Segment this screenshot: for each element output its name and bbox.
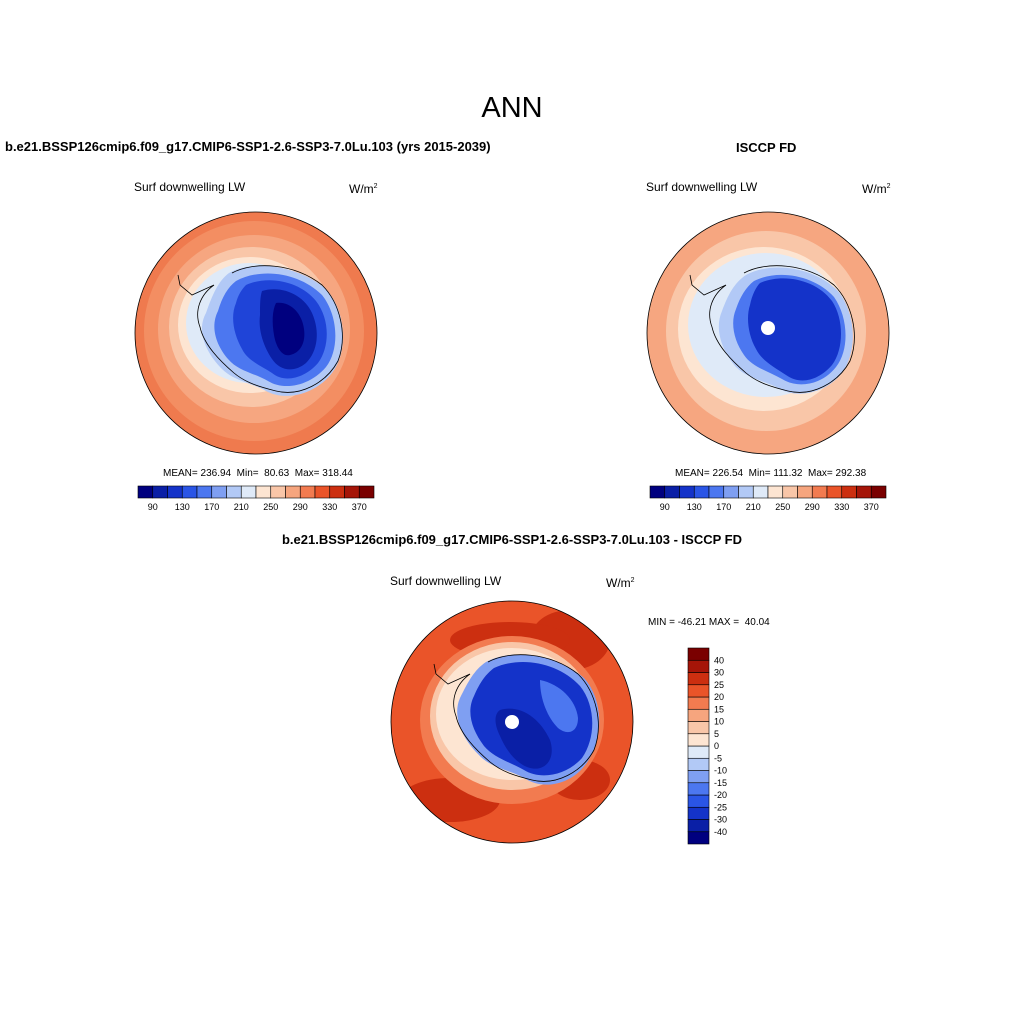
colorbar-swatch bbox=[344, 485, 360, 499]
colorbar-swatch bbox=[649, 485, 666, 499]
colorbar-tick-label: -15 bbox=[714, 778, 727, 788]
colorbar-tick-label: 330 bbox=[322, 502, 337, 512]
colorbar-swatch bbox=[679, 485, 695, 499]
colorbar-swatch bbox=[226, 485, 242, 499]
colorbar-tick-label: 290 bbox=[293, 502, 308, 512]
colorbar-swatch bbox=[687, 659, 710, 673]
colorbar-swatch bbox=[841, 485, 857, 499]
colorbar-tick-label: 25 bbox=[714, 680, 724, 690]
diff-polar-map bbox=[390, 600, 634, 844]
diff-panel-title: b.e21.BSSP126cmip6.f09_g17.CMIP6-SSP1-2.… bbox=[281, 532, 742, 547]
colorbar-swatch bbox=[687, 770, 710, 784]
colorbar-swatch bbox=[255, 485, 272, 499]
colorbar-swatch bbox=[687, 757, 710, 771]
colorbar-tick-label: 370 bbox=[352, 502, 367, 512]
colorbar-tick-label: 130 bbox=[175, 502, 190, 512]
colorbar-swatch bbox=[723, 485, 739, 499]
colorbar-swatch bbox=[329, 485, 345, 499]
colorbar-tick-label: -5 bbox=[714, 753, 722, 763]
colorbar-swatch bbox=[299, 485, 316, 499]
figure-title: ANN bbox=[481, 92, 543, 124]
colorbar-swatch bbox=[687, 819, 710, 833]
colorbar-tick-label: 250 bbox=[263, 502, 278, 512]
colorbar-tick-label: 170 bbox=[716, 502, 731, 512]
colorbar-swatch bbox=[152, 485, 168, 499]
colorbar-tick-label: 90 bbox=[660, 502, 670, 512]
model-stats: MEAN= 236.94 Min= 80.63 Max= 318.44 bbox=[163, 468, 353, 479]
colorbar-swatch bbox=[797, 485, 813, 499]
colorbar-tick-label: 210 bbox=[746, 502, 761, 512]
colorbar-tick-label: -25 bbox=[714, 802, 727, 812]
model-panel-title: b.e21.BSSP126cmip6.f09_g17.CMIP6-SSP1-2.… bbox=[5, 139, 491, 154]
colorbar-swatch bbox=[826, 485, 843, 499]
colorbar-tick-label: 290 bbox=[805, 502, 820, 512]
colorbar-swatch bbox=[137, 485, 154, 499]
colorbar-tick-label: 170 bbox=[204, 502, 219, 512]
colorbar-swatch bbox=[687, 782, 710, 796]
colorbar-tick-label: 20 bbox=[714, 692, 724, 702]
obs-stats: MEAN= 226.54 Min= 111.32 Max= 292.38 bbox=[675, 468, 867, 479]
colorbar-swatch bbox=[767, 485, 784, 499]
colorbar-tick-label: 40 bbox=[714, 655, 724, 665]
colorbar-swatch bbox=[708, 485, 725, 499]
colorbar-tick-label: 0 bbox=[714, 741, 719, 751]
colorbar-swatch bbox=[196, 485, 213, 499]
colorbar-tick-label: -20 bbox=[714, 790, 727, 800]
colorbar-swatch bbox=[782, 485, 798, 499]
colorbar-tick-label: 15 bbox=[714, 704, 724, 714]
colorbar-swatch bbox=[687, 696, 710, 710]
colorbar-tick-label: 250 bbox=[775, 502, 790, 512]
obs-panel-title: ISCCP FD bbox=[736, 140, 797, 155]
diff-variable-label: Surf downwelling LW bbox=[390, 574, 502, 588]
colorbar-swatch bbox=[211, 485, 227, 499]
colorbar-tick-label: 210 bbox=[234, 502, 249, 512]
colorbar-tick-label: 30 bbox=[714, 668, 724, 678]
diff-minmax: MIN = -46.21 MAX = 40.04 bbox=[648, 617, 770, 628]
colorbar-tick-label: -30 bbox=[714, 815, 727, 825]
colorbar-tick-label: 130 bbox=[687, 502, 702, 512]
colorbar-tick-label: 90 bbox=[148, 502, 158, 512]
colorbar-tick-label: -10 bbox=[714, 766, 727, 776]
colorbar-swatch bbox=[664, 485, 680, 499]
colorbar-swatch bbox=[167, 485, 183, 499]
colorbar-swatch bbox=[738, 485, 754, 499]
colorbar-swatch bbox=[811, 485, 828, 499]
colorbar-swatch bbox=[181, 485, 198, 499]
colorbar-tick-label: -40 bbox=[714, 827, 727, 837]
colorbar-swatch bbox=[314, 485, 331, 499]
model-polar-map bbox=[134, 211, 378, 455]
colorbar-swatch bbox=[856, 485, 872, 499]
colorbar-swatch bbox=[687, 721, 710, 735]
colorbar-swatch bbox=[285, 485, 301, 499]
colorbar-swatch bbox=[870, 485, 887, 499]
colorbar-swatch bbox=[687, 684, 710, 698]
colorbar-swatch bbox=[687, 647, 710, 661]
colorbar-tick-label: 370 bbox=[864, 502, 879, 512]
colorbar-tick-label: 5 bbox=[714, 729, 719, 739]
model-variable-label: Surf downwelling LW bbox=[134, 180, 246, 194]
obs-variable-label: Surf downwelling LW bbox=[646, 180, 758, 194]
colorbar-swatch bbox=[687, 831, 710, 845]
colorbar-swatch bbox=[358, 485, 375, 499]
colorbar-tick-label: 330 bbox=[834, 502, 849, 512]
colorbar-swatch bbox=[270, 485, 286, 499]
diff-units-label: W/m2 bbox=[606, 576, 635, 590]
colorbar-swatch bbox=[687, 745, 710, 759]
colorbar-swatch bbox=[687, 794, 710, 808]
obs-units-label: W/m2 bbox=[862, 182, 891, 196]
colorbar-swatch bbox=[687, 672, 710, 686]
colorbar-tick-label: 10 bbox=[714, 717, 724, 727]
colorbar-swatch bbox=[687, 806, 710, 820]
colorbar-swatch bbox=[687, 733, 710, 747]
model-units-label: W/m2 bbox=[349, 182, 378, 196]
colorbar-swatch bbox=[240, 485, 257, 499]
colorbar-swatch bbox=[752, 485, 769, 499]
obs-polar-map bbox=[646, 211, 890, 455]
colorbar-swatch bbox=[687, 708, 710, 722]
colorbar-swatch bbox=[693, 485, 710, 499]
